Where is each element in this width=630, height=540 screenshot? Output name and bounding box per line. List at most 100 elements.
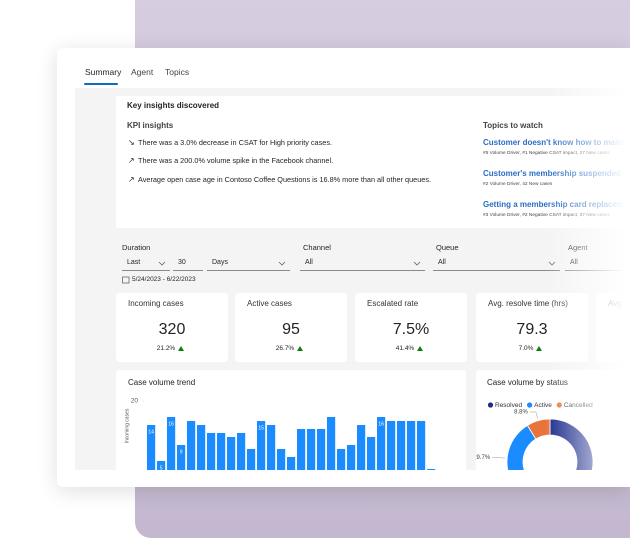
bar (397, 421, 406, 470)
bar (147, 425, 156, 470)
kpi-title: Escalated rate (367, 299, 419, 308)
chart-title: Case volume by status (487, 378, 568, 387)
insight-text: There was a 200.0% volume spike in the F… (138, 156, 334, 165)
kpi-card: Incoming cases 320 21.2% (116, 293, 228, 362)
chevron (158, 261, 166, 266)
chevron-icon (278, 261, 286, 266)
dropdown[interactable]: All (433, 257, 560, 271)
dropdown[interactable]: Days (207, 257, 290, 271)
bar (417, 421, 426, 470)
tab[interactable]: Agent (131, 67, 154, 77)
topics-title: Topics to watch (483, 121, 543, 130)
bar (207, 433, 216, 470)
bar (357, 425, 366, 470)
bar (337, 449, 346, 470)
bar (157, 461, 166, 470)
up-triangle (178, 346, 185, 351)
up-triangle (536, 346, 543, 351)
kpi-change: 7.0% (518, 345, 534, 353)
topic-detail: #2 Volume Driver, 42 New cases (483, 182, 553, 187)
dropdown[interactable]: Last (122, 257, 170, 271)
chevron-icon (158, 261, 166, 266)
insight-icon: ↗ (128, 175, 135, 184)
insights-panel (116, 96, 630, 228)
leader-line (492, 457, 506, 459)
bar-label: 16 (378, 421, 384, 427)
kpi-value: 320 (158, 321, 186, 338)
dropdown-value: All (438, 259, 446, 266)
chart-title: Case volume trend (128, 378, 196, 387)
chevron (278, 261, 286, 266)
kpi-value: 7.5% (392, 321, 430, 338)
calendar-icon (122, 276, 130, 284)
bar (347, 445, 356, 470)
bar-label: 5 (160, 465, 163, 470)
up-arrow (297, 346, 304, 351)
insights-title: Key insights discovered (127, 101, 220, 110)
kpi-change-row: 21.2% (116, 345, 228, 352)
bar (247, 449, 256, 470)
bar (227, 437, 236, 470)
bar (177, 445, 186, 470)
leader-line (529, 411, 538, 419)
up-triangle (297, 346, 304, 351)
y-tick-label: 20 (131, 398, 139, 405)
slice-label: 29.7% (476, 455, 491, 461)
up-triangle (417, 346, 424, 351)
fade (545, 48, 630, 487)
kpi-value: 95 (282, 321, 300, 338)
kpi-change-row: 26.7% (235, 345, 347, 352)
bar-label: 14 (148, 429, 154, 435)
legend-dot (527, 402, 533, 408)
bar (367, 437, 376, 470)
legend-label: Resolved (495, 402, 522, 409)
insight-icon: ↘ (128, 138, 135, 147)
chevron-icon (413, 261, 421, 266)
bar-label: 15 (258, 425, 264, 431)
bar (427, 469, 436, 470)
tab[interactable]: Summary (85, 67, 122, 77)
bar (197, 425, 206, 470)
dropdown[interactable]: All (300, 257, 425, 271)
filter-label: Duration (122, 243, 151, 252)
legend-label: Active (534, 402, 552, 409)
dropdown-value: All (305, 259, 313, 266)
bar (267, 425, 276, 470)
bar (377, 417, 386, 470)
dropdown-value: Last (127, 259, 141, 266)
up-arrow (178, 346, 185, 351)
kpi-change: 26.7% (275, 345, 295, 353)
kpi-insights-title: KPI insights (127, 121, 174, 130)
tab-underline (84, 83, 118, 85)
dropdown[interactable]: 30 (173, 257, 203, 271)
kpi-card: Escalated rate 7.5% 41.4% (355, 293, 467, 362)
tab[interactable]: Topics (165, 67, 190, 77)
bar (387, 421, 396, 470)
bar (257, 421, 266, 470)
chart-card: Case volume trend 20 Incoming cases 14 5 16 9 1… (116, 370, 466, 470)
slice-label: 8.8% (514, 410, 528, 416)
date-range: 5/24/2023 - 6/22/2023 (132, 276, 196, 283)
calendar (122, 276, 130, 284)
dropdown-value: Days (212, 259, 228, 266)
dropdown-value: 30 (178, 259, 186, 266)
bar-label: 9 (180, 449, 183, 455)
up-arrow (417, 346, 424, 351)
kpi-title: Avg. resolve time (hrs) (488, 299, 568, 308)
content-area: Key insights discovered KPI insights ↘ Ther… (75, 88, 630, 470)
filter-label: Queue (436, 243, 459, 252)
insight-text: Average open case age in Contoso Coffee … (138, 175, 432, 184)
kpi-card: Active cases 95 26.7% (235, 293, 347, 362)
chevron (413, 261, 421, 266)
kpi-change: 21.2% (156, 345, 176, 353)
bar (167, 417, 176, 470)
kpi-change: 41.4% (395, 345, 415, 353)
bar (327, 417, 336, 470)
bar (237, 433, 246, 470)
legend-dot (487, 402, 494, 408)
kpi-title: Active cases (247, 299, 292, 308)
filter-label: Channel (303, 243, 331, 252)
bar (297, 429, 306, 470)
